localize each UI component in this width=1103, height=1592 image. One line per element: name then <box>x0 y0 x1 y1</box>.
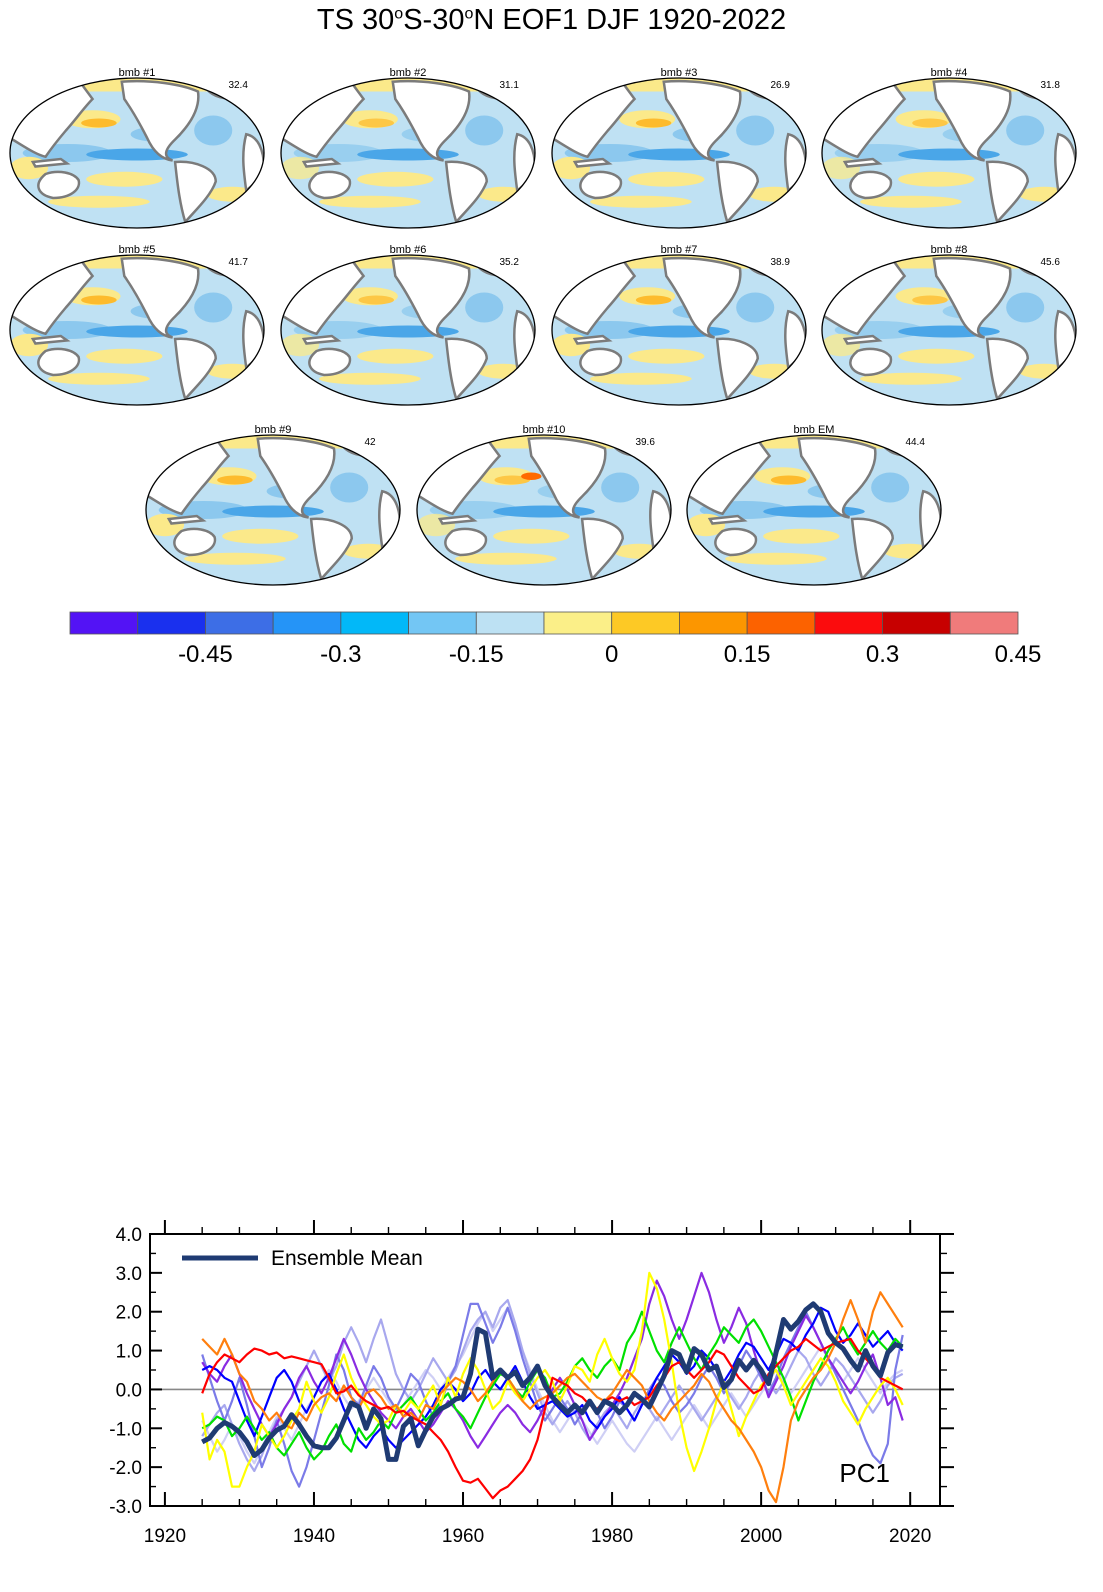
plot-frame <box>149 1233 941 1507</box>
colorbar-cell <box>543 611 613 635</box>
eof-map-panel: bmb #8 45.6 <box>821 244 1077 406</box>
x-tick-label: 2000 <box>740 1526 782 1547</box>
map-label: bmb #7 <box>661 244 698 256</box>
series-line <box>201 1301 904 1462</box>
map-value: 31.8 <box>1040 80 1060 91</box>
eof-map-panel: bmb #1 32.4 <box>9 67 265 229</box>
colorbar-label: 0 <box>605 641 618 668</box>
colorbar-label: -0.45 <box>178 641 233 668</box>
map-value: 35.2 <box>499 257 519 268</box>
map-label: bmb #8 <box>931 244 968 256</box>
colorbar-cell <box>137 611 206 635</box>
colorbar-cell <box>882 611 951 635</box>
colorbar-label: 0.45 <box>995 641 1042 668</box>
pc1-axes: 1920 1940 1960 1980 2000 2020 4.0 3.0 2.0 1.0 0.0 -… <box>109 1220 954 1547</box>
y-tick-label: -2.0 <box>109 1458 142 1479</box>
series-line <box>201 1271 904 1449</box>
map-value: 42 <box>364 437 376 448</box>
eof-map-panel: bmb #10 39.6 <box>416 424 672 586</box>
series-line <box>201 1302 904 1488</box>
page-title: TS 30oS-30oN EOF1 DJF 1920-2022 <box>316 4 787 36</box>
legend-label: Ensemble Mean <box>271 1247 423 1270</box>
eof-map-panel: bmb EM 44.4 <box>686 424 942 586</box>
eof-map-panel: bmb #5 41.7 <box>9 244 265 406</box>
map-label: bmb #2 <box>390 67 427 79</box>
y-tick-label: -1.0 <box>109 1419 142 1440</box>
colorbar-label: -0.15 <box>449 641 504 668</box>
series-line <box>201 1310 904 1461</box>
colorbar-cell <box>205 611 274 635</box>
map-label: bmb #4 <box>931 67 968 79</box>
colorbar: -0.45 -0.3 -0.15 0 0.15 0.3 0.45 <box>69 611 1042 668</box>
eof-map-panel: bmb #4 31.8 <box>821 67 1077 229</box>
x-tick-label: 1940 <box>293 1526 335 1547</box>
eof-map-panel: bmb #9 42 <box>145 424 401 586</box>
series-line <box>201 1291 904 1504</box>
map-value: 45.6 <box>1040 257 1060 268</box>
colorbar-label: 0.3 <box>866 641 899 668</box>
y-tick-label: -3.0 <box>109 1497 142 1518</box>
x-tick-label: 1920 <box>144 1526 186 1547</box>
x-tick-label: 1960 <box>442 1526 484 1547</box>
colorbar-cell <box>272 611 342 635</box>
map-value: 41.7 <box>228 257 248 268</box>
map-value: 31.1 <box>499 80 519 91</box>
colorbar-cell <box>679 611 748 635</box>
eof-map-panel: bmb #7 38.9 <box>551 244 807 406</box>
eof-map-panel: bmb #2 31.1 <box>280 67 536 229</box>
series-line <box>201 1337 904 1500</box>
map-value: 38.9 <box>770 257 790 268</box>
series-line <box>201 1306 904 1449</box>
series-line <box>201 1271 904 1488</box>
eof-maps: bmb #1 32.4 bmb #2 31.1 bmb #3 26.9 bmb #4 31.8… <box>9 67 1077 668</box>
colorbar-cell <box>340 611 409 635</box>
colorbar-cell <box>949 611 1019 635</box>
colorbar-label: -0.3 <box>320 641 361 668</box>
map-value: 44.4 <box>905 437 925 448</box>
legend: Ensemble Mean <box>182 1247 423 1270</box>
map-label: bmb EM <box>794 424 835 436</box>
y-tick-label: 0.0 <box>116 1380 142 1401</box>
map-value: 26.9 <box>770 80 790 91</box>
y-tick-label: 2.0 <box>116 1303 142 1324</box>
eof-map-panel: bmb #3 26.9 <box>551 67 807 229</box>
series-line <box>201 1298 904 1473</box>
map-label: bmb #6 <box>390 244 427 256</box>
map-value: 32.4 <box>228 80 248 91</box>
colorbar-cell <box>69 611 139 635</box>
y-tick-label: 4.0 <box>116 1225 142 1246</box>
colorbar-cell <box>746 611 816 635</box>
colorbar-label: 0.15 <box>724 641 771 668</box>
map-label: bmb #5 <box>119 244 156 256</box>
series-line <box>201 1306 904 1465</box>
y-tick-label: 1.0 <box>116 1342 142 1363</box>
eof-map-panel: bmb #6 35.2 <box>280 244 536 406</box>
map-value: 39.6 <box>635 437 655 448</box>
map-label: bmb #9 <box>255 424 292 436</box>
map-label: bmb #3 <box>661 67 698 79</box>
x-tick-label: 1980 <box>591 1526 633 1547</box>
colorbar-cell <box>611 611 680 635</box>
map-label: bmb #10 <box>523 424 566 436</box>
colorbar-cell <box>475 611 545 635</box>
x-tick-label: 2020 <box>889 1526 931 1547</box>
pc1-annotation: PC1 <box>839 1458 890 1488</box>
colorbar-cell <box>408 611 477 635</box>
colorbar-cell <box>814 611 883 635</box>
y-tick-label: 3.0 <box>116 1264 142 1285</box>
map-label: bmb #1 <box>119 67 156 79</box>
